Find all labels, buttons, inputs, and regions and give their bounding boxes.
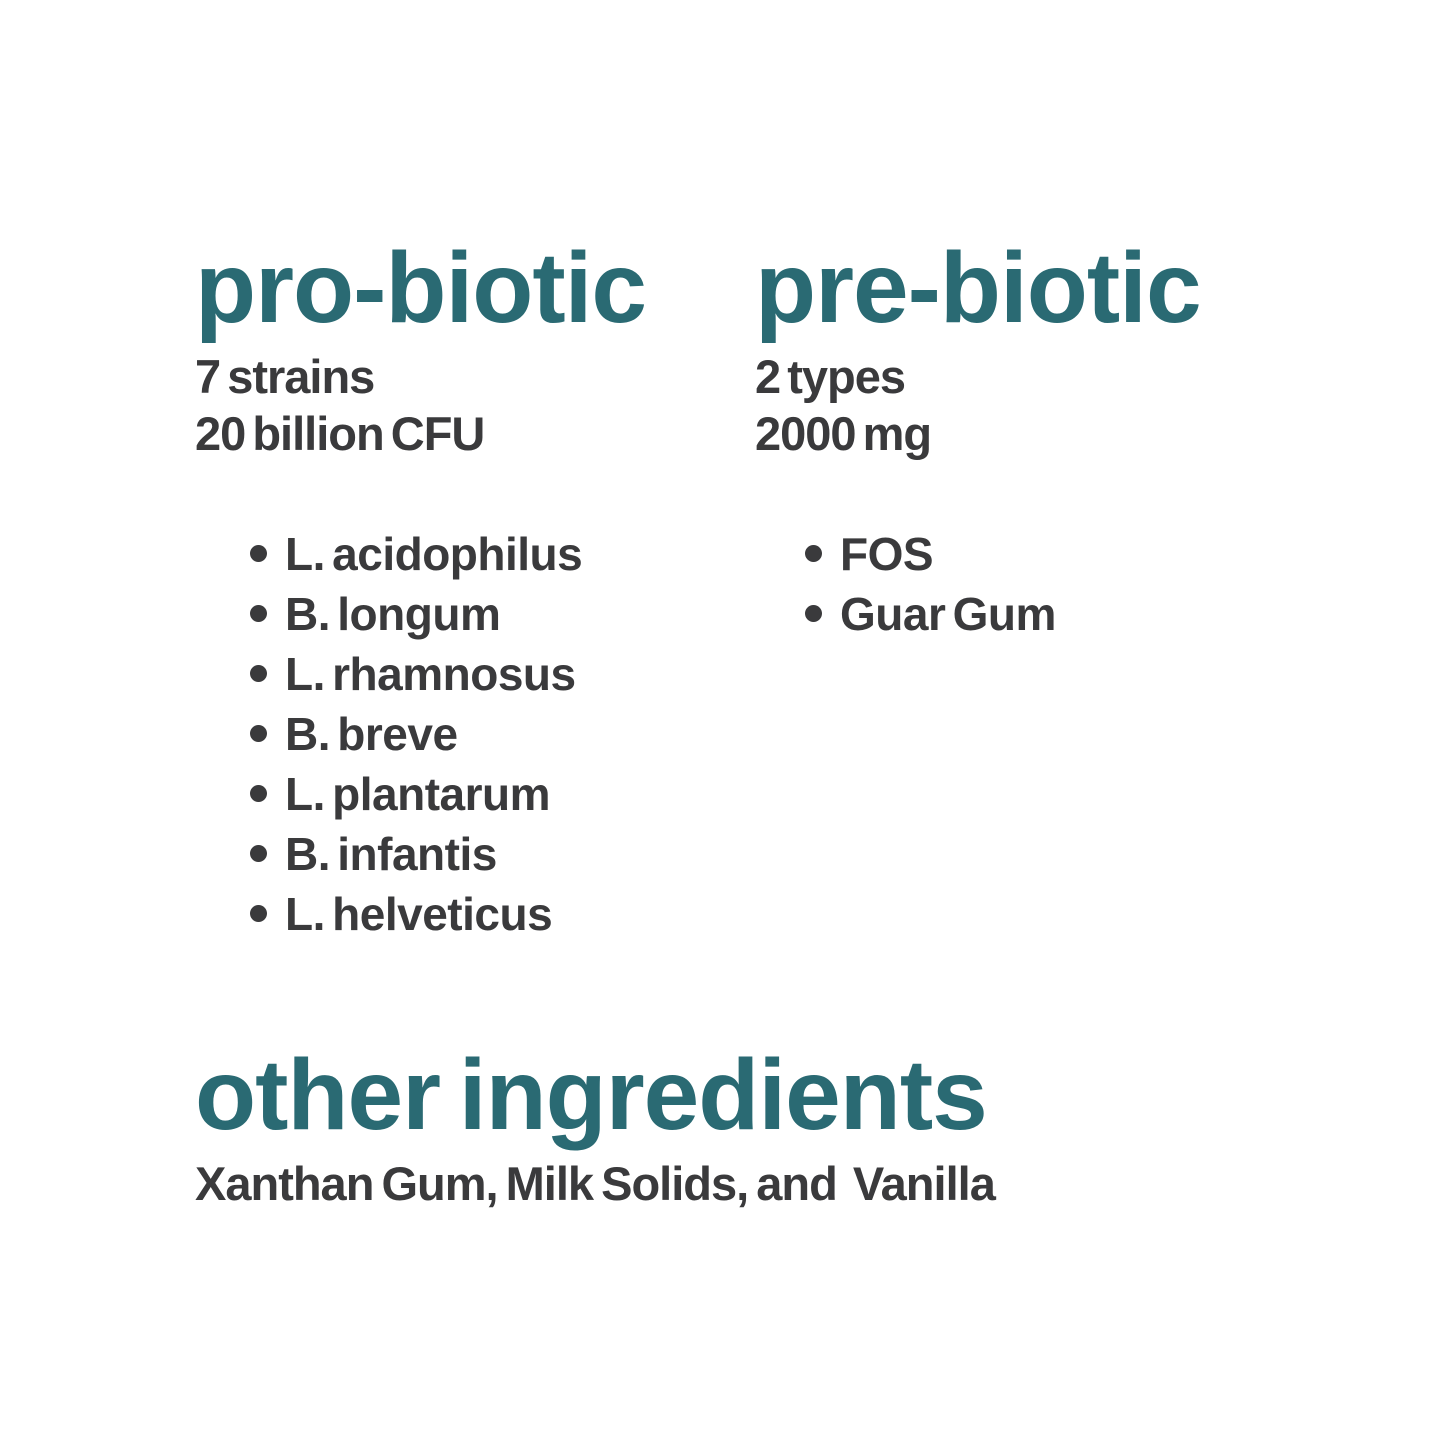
prebiotic-type-list: FOS Guar Gum — [755, 524, 1315, 644]
probiotic-strain-list: L. acidophilus B. longum L. rhamnosus B.… — [195, 524, 755, 944]
list-item-strain: L. rhamnosus — [195, 644, 755, 704]
prebiotic-title: pre-biotic — [755, 232, 1202, 344]
list-item-strain: L. helveticus — [195, 884, 755, 944]
prebiotic-stats: 2 types 2000 mg — [755, 348, 1315, 462]
list-item-strain: B. breve — [195, 704, 755, 764]
list-item-strain: L. plantarum — [195, 764, 755, 824]
prebiotic-section: pre-biotic 2 types 2000 mg FOS Guar Gum — [755, 238, 1315, 644]
probiotic-strains-count: 7 strains — [195, 350, 375, 403]
list-item-strain: B. longum — [195, 584, 755, 644]
probiotic-cfu-count: 20 billion CFU — [195, 407, 485, 460]
prebiotic-types-count: 2 types — [755, 350, 906, 403]
prebiotic-mg-amount: 2000 mg — [755, 407, 932, 460]
probiotic-title: pro-biotic — [195, 232, 647, 344]
other-ingredients-list: Xanthan Gum, Milk Solids, and Vanilla — [195, 1157, 996, 1210]
list-item-strain: L. acidophilus — [195, 524, 755, 584]
probiotic-stats: 7 strains 20 billion CFU — [195, 348, 755, 462]
other-ingredients-title: other ingredients — [195, 1039, 988, 1151]
list-item-prebiotic: Guar Gum — [755, 584, 1315, 644]
probiotic-section: pro-biotic 7 strains 20 billion CFU L. a… — [195, 238, 755, 944]
other-ingredients-section: other ingredients Xanthan Gum, Milk Soli… — [195, 1045, 1295, 1212]
list-item-strain: B. infantis — [195, 824, 755, 884]
list-item-prebiotic: FOS — [755, 524, 1315, 584]
